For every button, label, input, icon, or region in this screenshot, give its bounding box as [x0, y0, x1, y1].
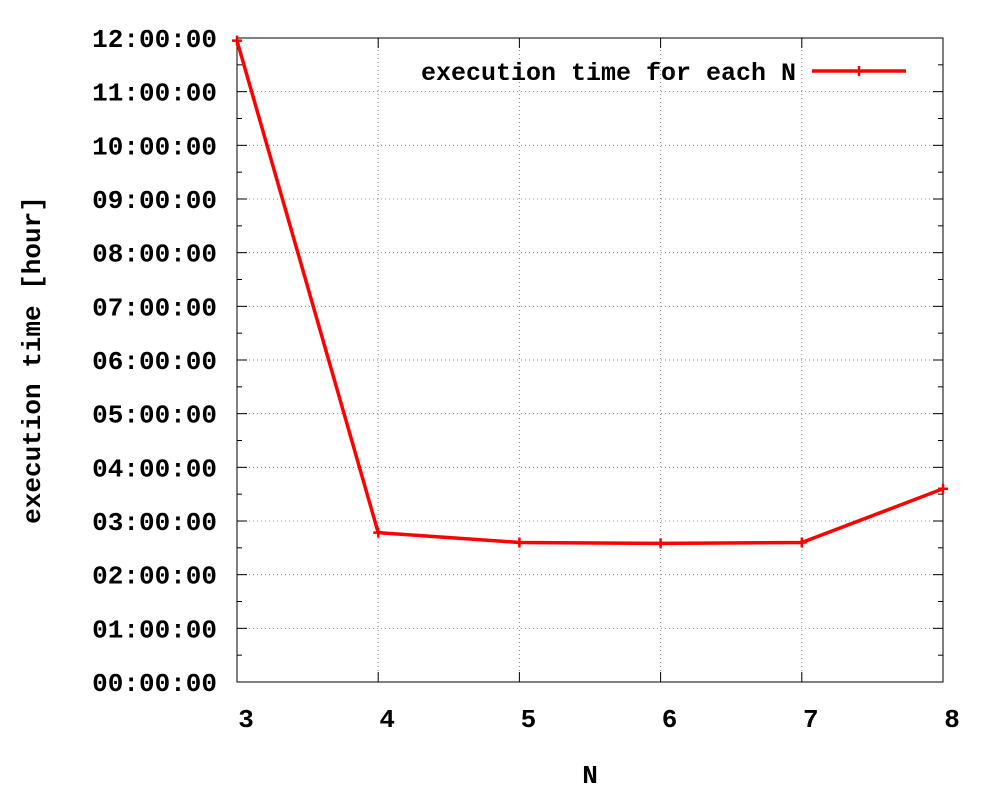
y-axis-tick-labels: 00:00:00 01:00:00 02:00:00 03:00:00 04:00:00…: [92, 25, 217, 699]
data-point-marker: [373, 527, 384, 538]
y-tick-label: 07:00:00: [92, 293, 217, 323]
data-point-marker: [938, 483, 948, 494]
y-tick-label: 00:00:00: [92, 669, 217, 699]
x-tick-label: 4: [379, 705, 395, 735]
series-layer: [232, 35, 948, 549]
data-point-marker: [655, 538, 666, 549]
data-point-marker: [796, 537, 807, 548]
x-axis-label: N: [582, 761, 598, 791]
series-line: [235, 40, 944, 546]
y-tick-label: 08:00:00: [92, 240, 217, 270]
y-tick-label: 09:00:00: [92, 186, 217, 216]
x-tick-label: 6: [662, 705, 678, 735]
y-tick-label: 01:00:00: [92, 615, 217, 645]
y-tick-label: 05:00:00: [92, 401, 217, 431]
y-tick-label: 03:00:00: [92, 508, 217, 538]
legend-marker: [854, 66, 864, 76]
y-tick-label: 12:00:00: [92, 25, 217, 55]
x-axis-tick-labels: 3 4 5 6 7 8: [238, 705, 960, 735]
y-tick-label: 06:00:00: [92, 347, 217, 377]
y-tick-label: 02:00:00: [92, 562, 217, 592]
x-tick-label: 5: [521, 705, 537, 735]
x-tick-label: 8: [944, 705, 960, 735]
legend-label: execution time for each N: [421, 59, 796, 88]
grid-lines: [237, 38, 943, 682]
y-tick-label: 11:00:00: [92, 79, 217, 109]
legend-marker-plus: [854, 66, 864, 76]
y-tick-label: 04:00:00: [92, 454, 217, 484]
x-tick-label: 7: [803, 705, 819, 735]
data-point-marker: [232, 35, 242, 46]
x-tick-label: 3: [238, 705, 254, 735]
data-point-marker: [514, 537, 525, 548]
y-tick-label: 10:00:00: [92, 132, 217, 162]
y-axis-label: execution time [hour]: [18, 196, 48, 524]
plot-frame: [236, 37, 944, 683]
legend: execution time for each N: [421, 59, 906, 88]
